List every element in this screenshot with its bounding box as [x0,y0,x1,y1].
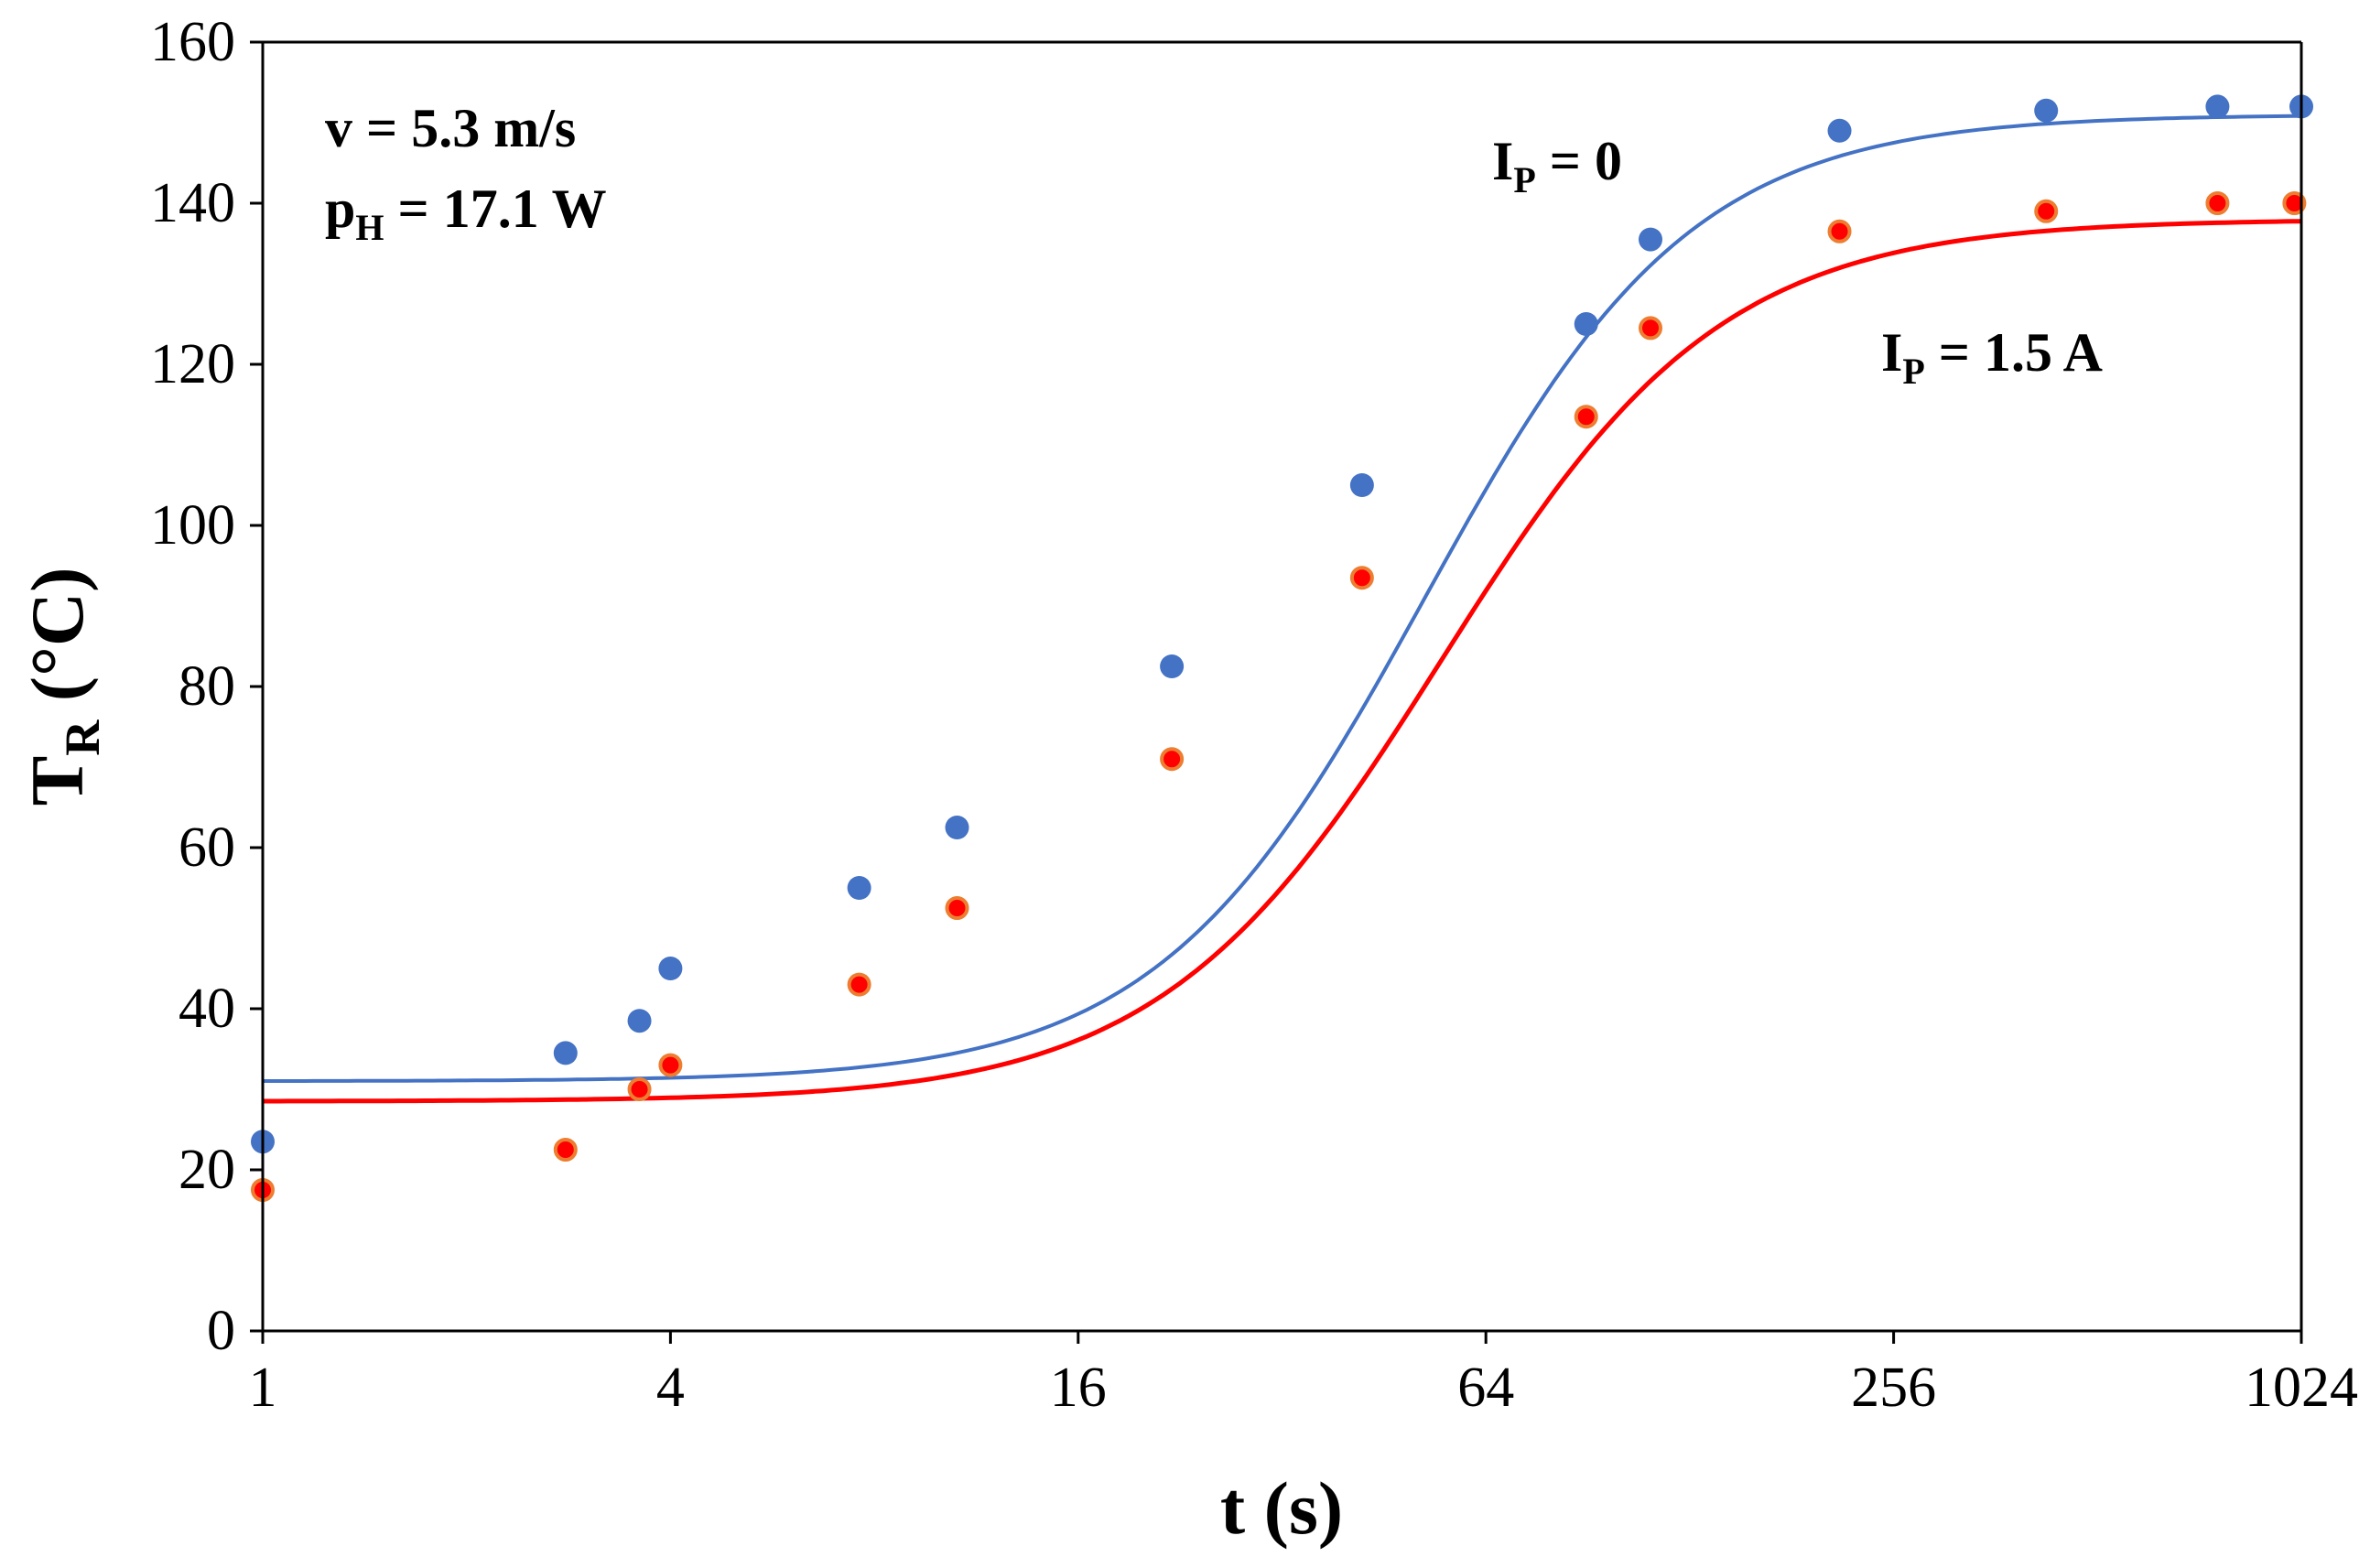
series-label-ip-zero: IP = 0 [1492,131,1622,200]
y-tick-label-0: 0 [207,1300,235,1362]
x-ticks: 1 4 16 64 256 1024 [249,1331,2358,1419]
marker-series-0-point-11 [2034,98,2059,123]
marker-series-0-point-8 [1574,312,1598,336]
marker-series-0-point-2 [627,1009,652,1033]
x-tick-label-64: 64 [1457,1357,1514,1419]
x-tick-label-1024: 1024 [2245,1357,2358,1419]
marker-series-0-point-7 [1349,473,1374,497]
y-tick-label-80: 80 [179,655,235,718]
marker-series-0-point-5 [945,816,969,839]
axes [261,40,2303,1333]
y-axis-title-sub: R [55,719,110,756]
marker-series-0-point-10 [1827,118,1852,143]
marker-series-1-point-3 [658,1053,683,1077]
y-tick-label-20: 20 [179,1139,235,1201]
series-label-ip-1-5-main: I [1881,322,1902,383]
x-tick-label-1: 1 [249,1357,277,1419]
fit-line-series-1 [263,219,2302,1104]
annotation-heater-power-main: p [325,178,355,239]
series-label-ip-zero-sub: P [1513,159,1535,200]
x-tick-label-4: 4 [656,1357,685,1419]
y-tick-label-100: 100 [150,494,235,557]
y-tick-label-160: 160 [150,11,235,73]
x-axis-title: t (s) [1220,1466,1343,1550]
marker-series-1-point-5 [945,896,969,920]
y-ticks: 0 20 40 60 80 100 120 140 160 [150,11,263,1362]
y-axis-title-rest: (°C) [16,568,99,720]
series-label-ip-1-5-sub: P [1902,351,1924,392]
marker-series-0-point-3 [658,957,683,980]
marker-series-0-point-12 [2205,94,2230,119]
marker-series-1-point-6 [1160,747,1185,772]
marker-series-1-point-10 [1827,219,1852,243]
y-tick-label-140: 140 [150,172,235,234]
series-label-ip-zero-rest: = 0 [1536,131,1622,191]
marker-series-0-point-9 [1638,227,1662,252]
marker-series-1-point-4 [847,972,871,997]
series-label-ip-1-5: IP = 1.5 A [1881,322,2103,392]
marker-series-0-point-6 [1160,654,1185,678]
marker-series-1-point-13 [2282,191,2307,215]
annotation-heater-power-sub: H [355,207,384,248]
y-tick-label-120: 120 [150,333,235,395]
plot-area [263,42,2301,1331]
marker-series-1-point-8 [1574,405,1598,429]
y-axis-title: TR (°C) [16,568,110,806]
marker-series-1-point-9 [1638,316,1662,341]
annotation-heater-power: pH = 17.1 W [325,178,607,248]
marker-series-0-point-4 [847,876,871,900]
series-label-ip-1-5-rest: = 1.5 A [1925,322,2103,383]
marker-series-1-point-11 [2034,199,2059,223]
x-tick-label-16: 16 [1050,1357,1107,1419]
marker-series-1-point-12 [2205,191,2230,215]
marker-series-1-point-1 [553,1138,578,1162]
marker-series-0-point-1 [553,1041,578,1065]
x-tick-label-256: 256 [1851,1357,1936,1419]
y-tick-label-60: 60 [179,816,235,879]
y-tick-label-40: 40 [179,978,235,1040]
annotation-velocity: v = 5.3 m/s [325,98,576,158]
fit-line-series-0 [263,114,2302,1083]
marker-series-1-point-7 [1349,566,1374,590]
series-label-ip-zero-main: I [1492,131,1513,191]
y-axis-title-main: T [16,756,99,806]
annotation-heater-power-rest: = 17.1 W [384,178,607,239]
fit-lines [263,114,2302,1104]
marker-series-1-point-2 [627,1077,652,1101]
